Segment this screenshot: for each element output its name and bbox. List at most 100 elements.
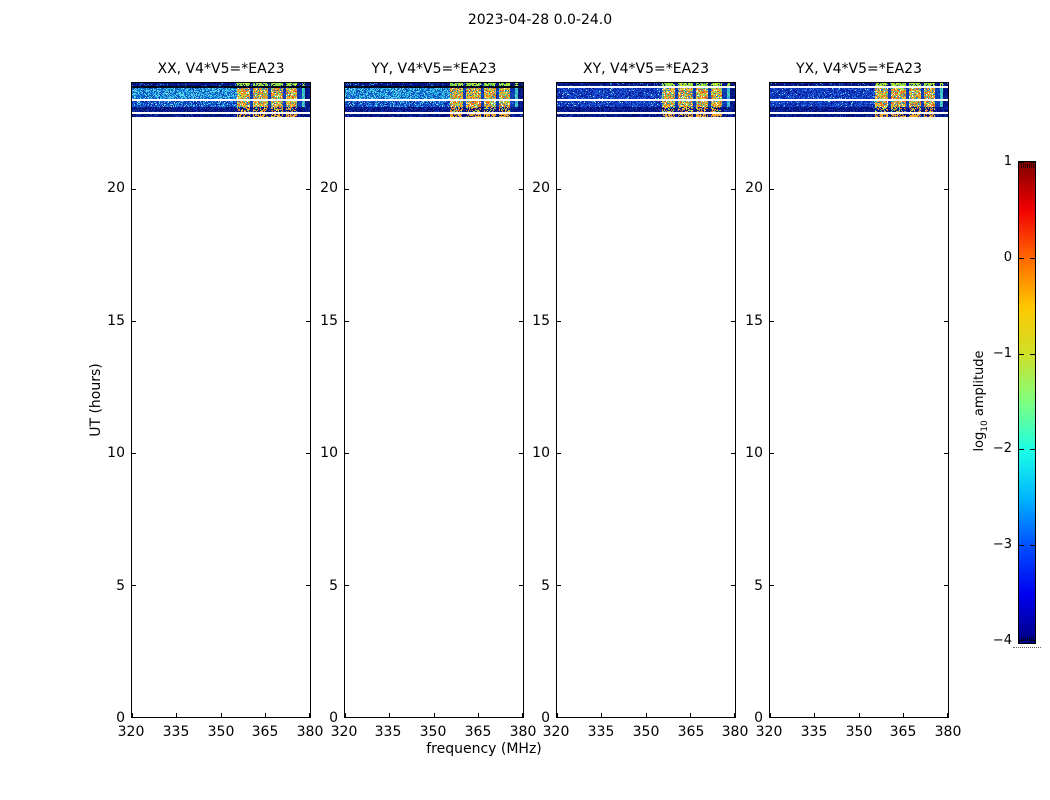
heatmap-panel-YY	[344, 82, 524, 718]
y-tick-right	[306, 321, 310, 322]
x-tick	[814, 713, 815, 717]
colorbar-tick-right	[1030, 162, 1035, 163]
colorbar-tick-right	[1030, 258, 1035, 259]
x-tick	[903, 713, 904, 717]
colorbar-hatch-bottom	[1027, 637, 1028, 641]
y-tick-right	[944, 453, 948, 454]
x-tick	[345, 713, 346, 717]
heatmap-panel-YX	[769, 82, 949, 718]
y-tick-label: 15	[745, 313, 763, 329]
x-tick	[265, 713, 266, 717]
x-tick	[132, 713, 133, 717]
y-tick-label: 0	[329, 710, 338, 726]
x-tick-label: 365	[251, 724, 279, 740]
x-tick	[859, 713, 860, 717]
colorbar-tick-left	[1019, 258, 1024, 259]
spectrogram-band-XX	[132, 83, 310, 117]
x-axis-label: frequency (MHz)	[426, 741, 542, 757]
x-tick	[770, 713, 771, 717]
colorbar-dotted-edge	[1013, 647, 1041, 648]
x-tick-label: 350	[845, 724, 873, 740]
y-tick-label: 0	[541, 710, 550, 726]
colorbar-tick-label: 1	[1003, 154, 1012, 169]
spectrogram-band-YY	[345, 83, 523, 117]
colorbar-tick-label: −1	[992, 346, 1012, 361]
y-tick-left	[132, 321, 136, 322]
colorbar-hatch-top	[1031, 164, 1032, 168]
y-tick-label: 20	[320, 180, 338, 196]
x-tick-label: 320	[117, 724, 145, 740]
y-tick-right	[519, 453, 523, 454]
x-tick-label: 350	[419, 724, 447, 740]
y-tick-right	[306, 453, 310, 454]
x-tick-label: 380	[934, 724, 962, 740]
y-tick-label: 20	[745, 180, 763, 196]
colorbar-tick-left	[1019, 162, 1024, 163]
y-tick-left	[557, 189, 561, 190]
y-tick-left	[770, 453, 774, 454]
y-tick-right	[731, 453, 735, 454]
x-tick	[478, 713, 479, 717]
colorbar-tick-right	[1030, 354, 1035, 355]
colorbar-tick-label: −3	[992, 537, 1012, 552]
colorbar-hatch-top	[1025, 164, 1026, 168]
y-tick-left	[132, 585, 136, 586]
y-tick-right	[306, 189, 310, 190]
heatmap-panel-XX	[131, 82, 311, 718]
colorbar-hatch-top	[1033, 164, 1034, 168]
x-tick-label: 365	[464, 724, 492, 740]
y-tick-left	[345, 321, 349, 322]
y-tick-label: 10	[320, 445, 338, 461]
spectrogram-band-XY	[557, 83, 735, 117]
x-tick-label: 365	[889, 724, 917, 740]
x-tick-label: 320	[542, 724, 570, 740]
x-tick	[434, 713, 435, 717]
y-tick-label: 0	[116, 710, 125, 726]
y-tick-right	[519, 585, 523, 586]
x-tick-label: 320	[330, 724, 358, 740]
y-tick-label: 5	[541, 578, 550, 594]
colorbar-tick-right	[1030, 545, 1035, 546]
y-tick-right	[519, 321, 523, 322]
y-tick-label: 15	[107, 313, 125, 329]
x-tick-label: 380	[721, 724, 749, 740]
x-tick-label: 380	[296, 724, 324, 740]
x-tick	[309, 713, 310, 717]
colorbar-tick-label: −2	[992, 441, 1012, 456]
colorbar	[1018, 161, 1036, 644]
x-tick-label: 380	[509, 724, 537, 740]
heatmap-panel-XY	[556, 82, 736, 718]
colorbar-tick-label: 0	[1003, 250, 1012, 265]
colorbar-tick-right	[1030, 640, 1035, 641]
y-tick-label: 10	[532, 445, 550, 461]
y-tick-left	[557, 453, 561, 454]
y-tick-label: 5	[329, 578, 338, 594]
y-tick-left	[557, 585, 561, 586]
panel-title-YY: YY, V4*V5=*EA23	[371, 61, 497, 77]
y-tick-label: 0	[754, 710, 763, 726]
panel-title-XX: XX, V4*V5=*EA23	[157, 61, 285, 77]
y-tick-label: 5	[116, 578, 125, 594]
x-tick-label: 365	[677, 724, 705, 740]
y-tick-left	[132, 189, 136, 190]
y-tick-label: 20	[107, 180, 125, 196]
y-tick-right	[944, 585, 948, 586]
y-tick-left	[132, 453, 136, 454]
x-tick	[690, 713, 691, 717]
y-tick-right	[944, 189, 948, 190]
colorbar-label-sub: 10	[979, 420, 990, 432]
colorbar-hatch-top	[1021, 164, 1022, 168]
x-tick	[646, 713, 647, 717]
colorbar-label: log10 amplitude	[972, 350, 990, 451]
colorbar-hatch-top	[1027, 164, 1028, 168]
colorbar-hatch-bottom	[1029, 637, 1030, 641]
x-tick	[221, 713, 222, 717]
y-tick-right	[731, 321, 735, 322]
colorbar-hatch-bottom	[1033, 637, 1034, 641]
y-tick-left	[345, 585, 349, 586]
y-tick-label: 10	[745, 445, 763, 461]
y-tick-right	[731, 189, 735, 190]
y-tick-label: 20	[532, 180, 550, 196]
x-tick-label: 335	[800, 724, 828, 740]
